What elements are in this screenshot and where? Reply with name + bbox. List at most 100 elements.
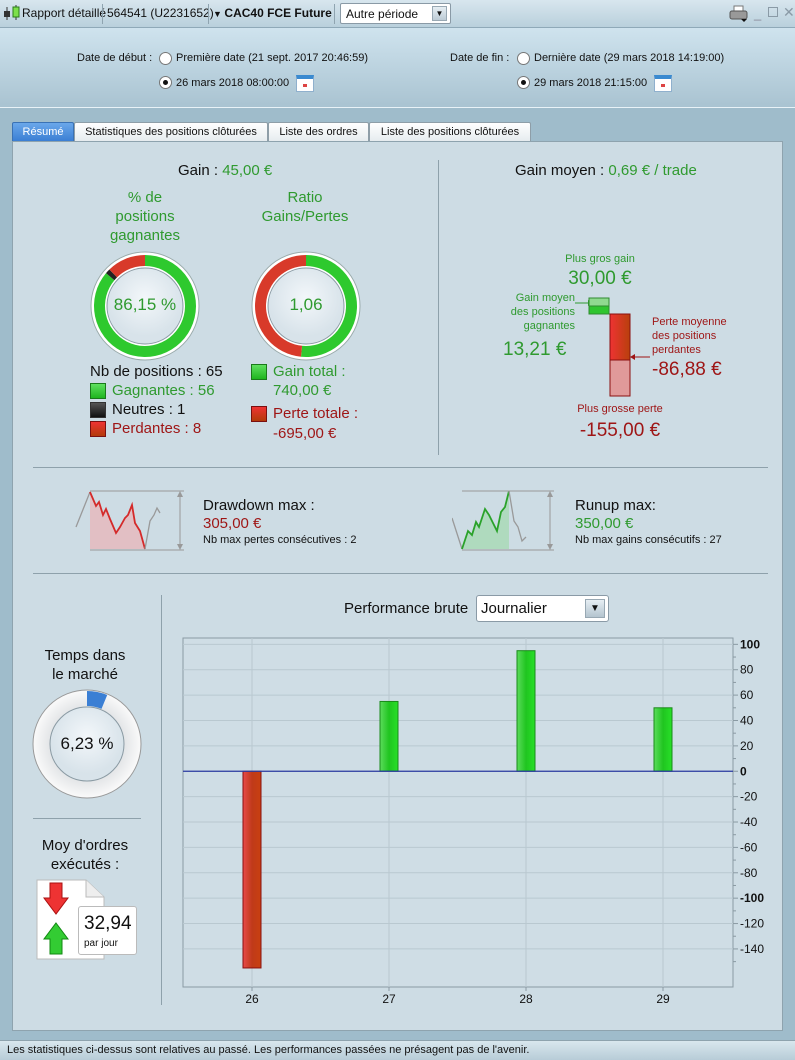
chart-candle-icon [3,5,21,24]
winners-legend-swatch [90,383,106,399]
print-icon[interactable] [729,5,749,26]
ratio-donut [251,251,361,361]
tab-closed-position-stats[interactable]: Statistiques des positions clôturées [74,122,268,141]
orders-title: Moy d'ordres exécutés : [28,836,142,874]
avg-win-label-line: Gain moyen [515,292,575,304]
avg-gain-label: Gain moyen : [515,162,605,179]
avg-loss-label: Perte moyenne des positions perdantes [652,315,727,357]
biggest-loss-label: Plus grosse perte [577,403,663,415]
horizontal-divider [33,467,768,468]
avg-loss-label-line: des positions [652,330,717,342]
period-select-value: Autre période [346,7,419,21]
avg-win-bar [588,305,610,315]
tab-resume[interactable]: Résumé [12,122,74,141]
biggest-loss-value: -155,00 € [579,420,661,441]
avg-win-label-line: des positions [510,306,575,318]
win-pct-title-line: gagnantes [109,227,181,244]
gain-segment [300,255,357,357]
win-pct-donut [90,251,200,361]
drawdown-value: 305,00 € [203,515,262,532]
win-pct-title-line: positions [115,208,175,225]
ratio-title-line: Gains/Pertes [261,208,349,225]
avg-loss-label-line: Perte moyenne [652,316,727,328]
gain-label: Gain : [178,162,219,179]
horizontal-divider [33,818,141,819]
start-date-value[interactable]: 26 mars 2018 08:00:00 [176,77,290,89]
ratio-title-line: Ratio [287,189,323,206]
bar-27 [379,700,399,772]
arrow-up-icon [43,922,69,955]
avg-loss-bar [609,313,631,361]
performance-period-select[interactable]: Journalier ▼ [476,595,609,622]
y-tick-label: 80 [740,663,754,677]
x-tick-label: 27 [382,992,396,1006]
y-tick-label: -120 [740,917,764,931]
loss-total-swatch [251,406,267,422]
biggest-gain-label: Plus gros gain [565,253,635,265]
bar-26 [242,770,262,969]
positions-count: Nb de positions : 65 [90,363,223,380]
start-first-date-option[interactable]: Première date (21 sept. 2017 20:46:59) [176,52,369,64]
calendar-icon[interactable] [654,75,672,92]
orders-per-day-card: 32,94 par jour [78,906,137,955]
minimize-icon[interactable]: _ [754,6,762,21]
ratio-value: 1,06 [289,295,323,314]
biggest-gain-value: 30,00 € [568,268,632,289]
avg-win-label-line: gagnantes [523,320,575,332]
end-last-date-radio[interactable] [517,52,530,65]
market-time-arc [87,691,108,709]
y-tick-label: -20 [740,790,758,804]
performance-period-value: Journalier [481,600,547,617]
close-icon[interactable]: ✕ [783,4,795,20]
orders-document-icon [36,879,105,960]
date-range-panel: Date de début : Première date (21 sept. … [0,28,795,108]
win-pct-title: % de positions gagnantes [90,188,200,245]
maximize-icon[interactable] [768,7,778,17]
start-first-date-radio[interactable] [159,52,172,65]
gain-summary: Gain : 45,00 € [178,162,272,179]
arrow-down-icon [43,882,69,915]
neutral-segment [106,269,118,281]
end-date-label: Date de fin : [450,52,510,64]
end-custom-date-radio[interactable] [517,76,530,89]
runup-value: 350,00 € [575,515,634,532]
win-pct-value: 86,15 % [113,295,177,314]
ratio-title: Ratio Gains/Pertes [245,188,365,226]
orders-title-line: Moy d'ordres [41,837,129,854]
neutral-count: Neutres : 1 [112,401,186,418]
x-tick-label: 26 [245,992,259,1006]
period-select[interactable]: Autre période ▼ [340,3,451,24]
end-date-value[interactable]: 29 mars 2018 21:15:00 [534,77,648,89]
market-time-title-line: le marché [52,666,118,683]
x-tick-label: 28 [519,992,533,1006]
gain-total-swatch [251,364,267,380]
performance-bar-chart: 100 80 60 40 20 0 -20 -40 -60 -80 -100 -120 -140 26 27… [182,637,764,1006]
tab-order-list[interactable]: Liste des ordres [268,122,369,141]
calendar-icon[interactable] [296,75,314,92]
neutral-legend-swatch [90,402,106,418]
win-pct-title-line: % de [127,189,163,206]
account-label[interactable]: 564541 (U2231652) [107,6,214,20]
y-tick-label: -100 [740,891,764,905]
instrument-dropdown[interactable]: ▼ CAC40 FCE Future [213,6,332,20]
y-tick-label: -40 [740,815,758,829]
drawdown-title: Drawdown max : [203,497,315,514]
orders-per-day-unit: par jour [84,938,118,949]
tab-closed-position-list[interactable]: Liste des positions clôturées [369,122,531,141]
orders-per-day-value: 32,94 [84,913,132,934]
start-custom-date-radio[interactable] [159,76,172,89]
avg-loss-value: -86,88 € [652,359,722,380]
title-bar: Rapport détaillé 564541 (U2231652) ▼ CAC… [0,0,795,28]
market-time-donut [32,689,142,799]
avg-gain-loss-bars [575,297,631,397]
market-time-title-line: Temps dans [44,647,126,664]
y-tick-label: -60 [740,840,758,854]
status-text: Les statistiques ci-dessus sont relative… [7,1044,530,1056]
market-time-title: Temps dans le marché [28,646,142,684]
runup-consecutive: Nb max gains consécutifs : 27 [575,534,722,546]
y-tick-label: 0 [740,764,747,778]
y-tick-label: 20 [740,739,754,753]
loss-total-value: -695,00 € [273,425,337,442]
loss-total-label: Perte totale : [273,405,359,422]
end-last-date-option[interactable]: Dernière date (29 mars 2018 14:19:00) [534,52,725,64]
